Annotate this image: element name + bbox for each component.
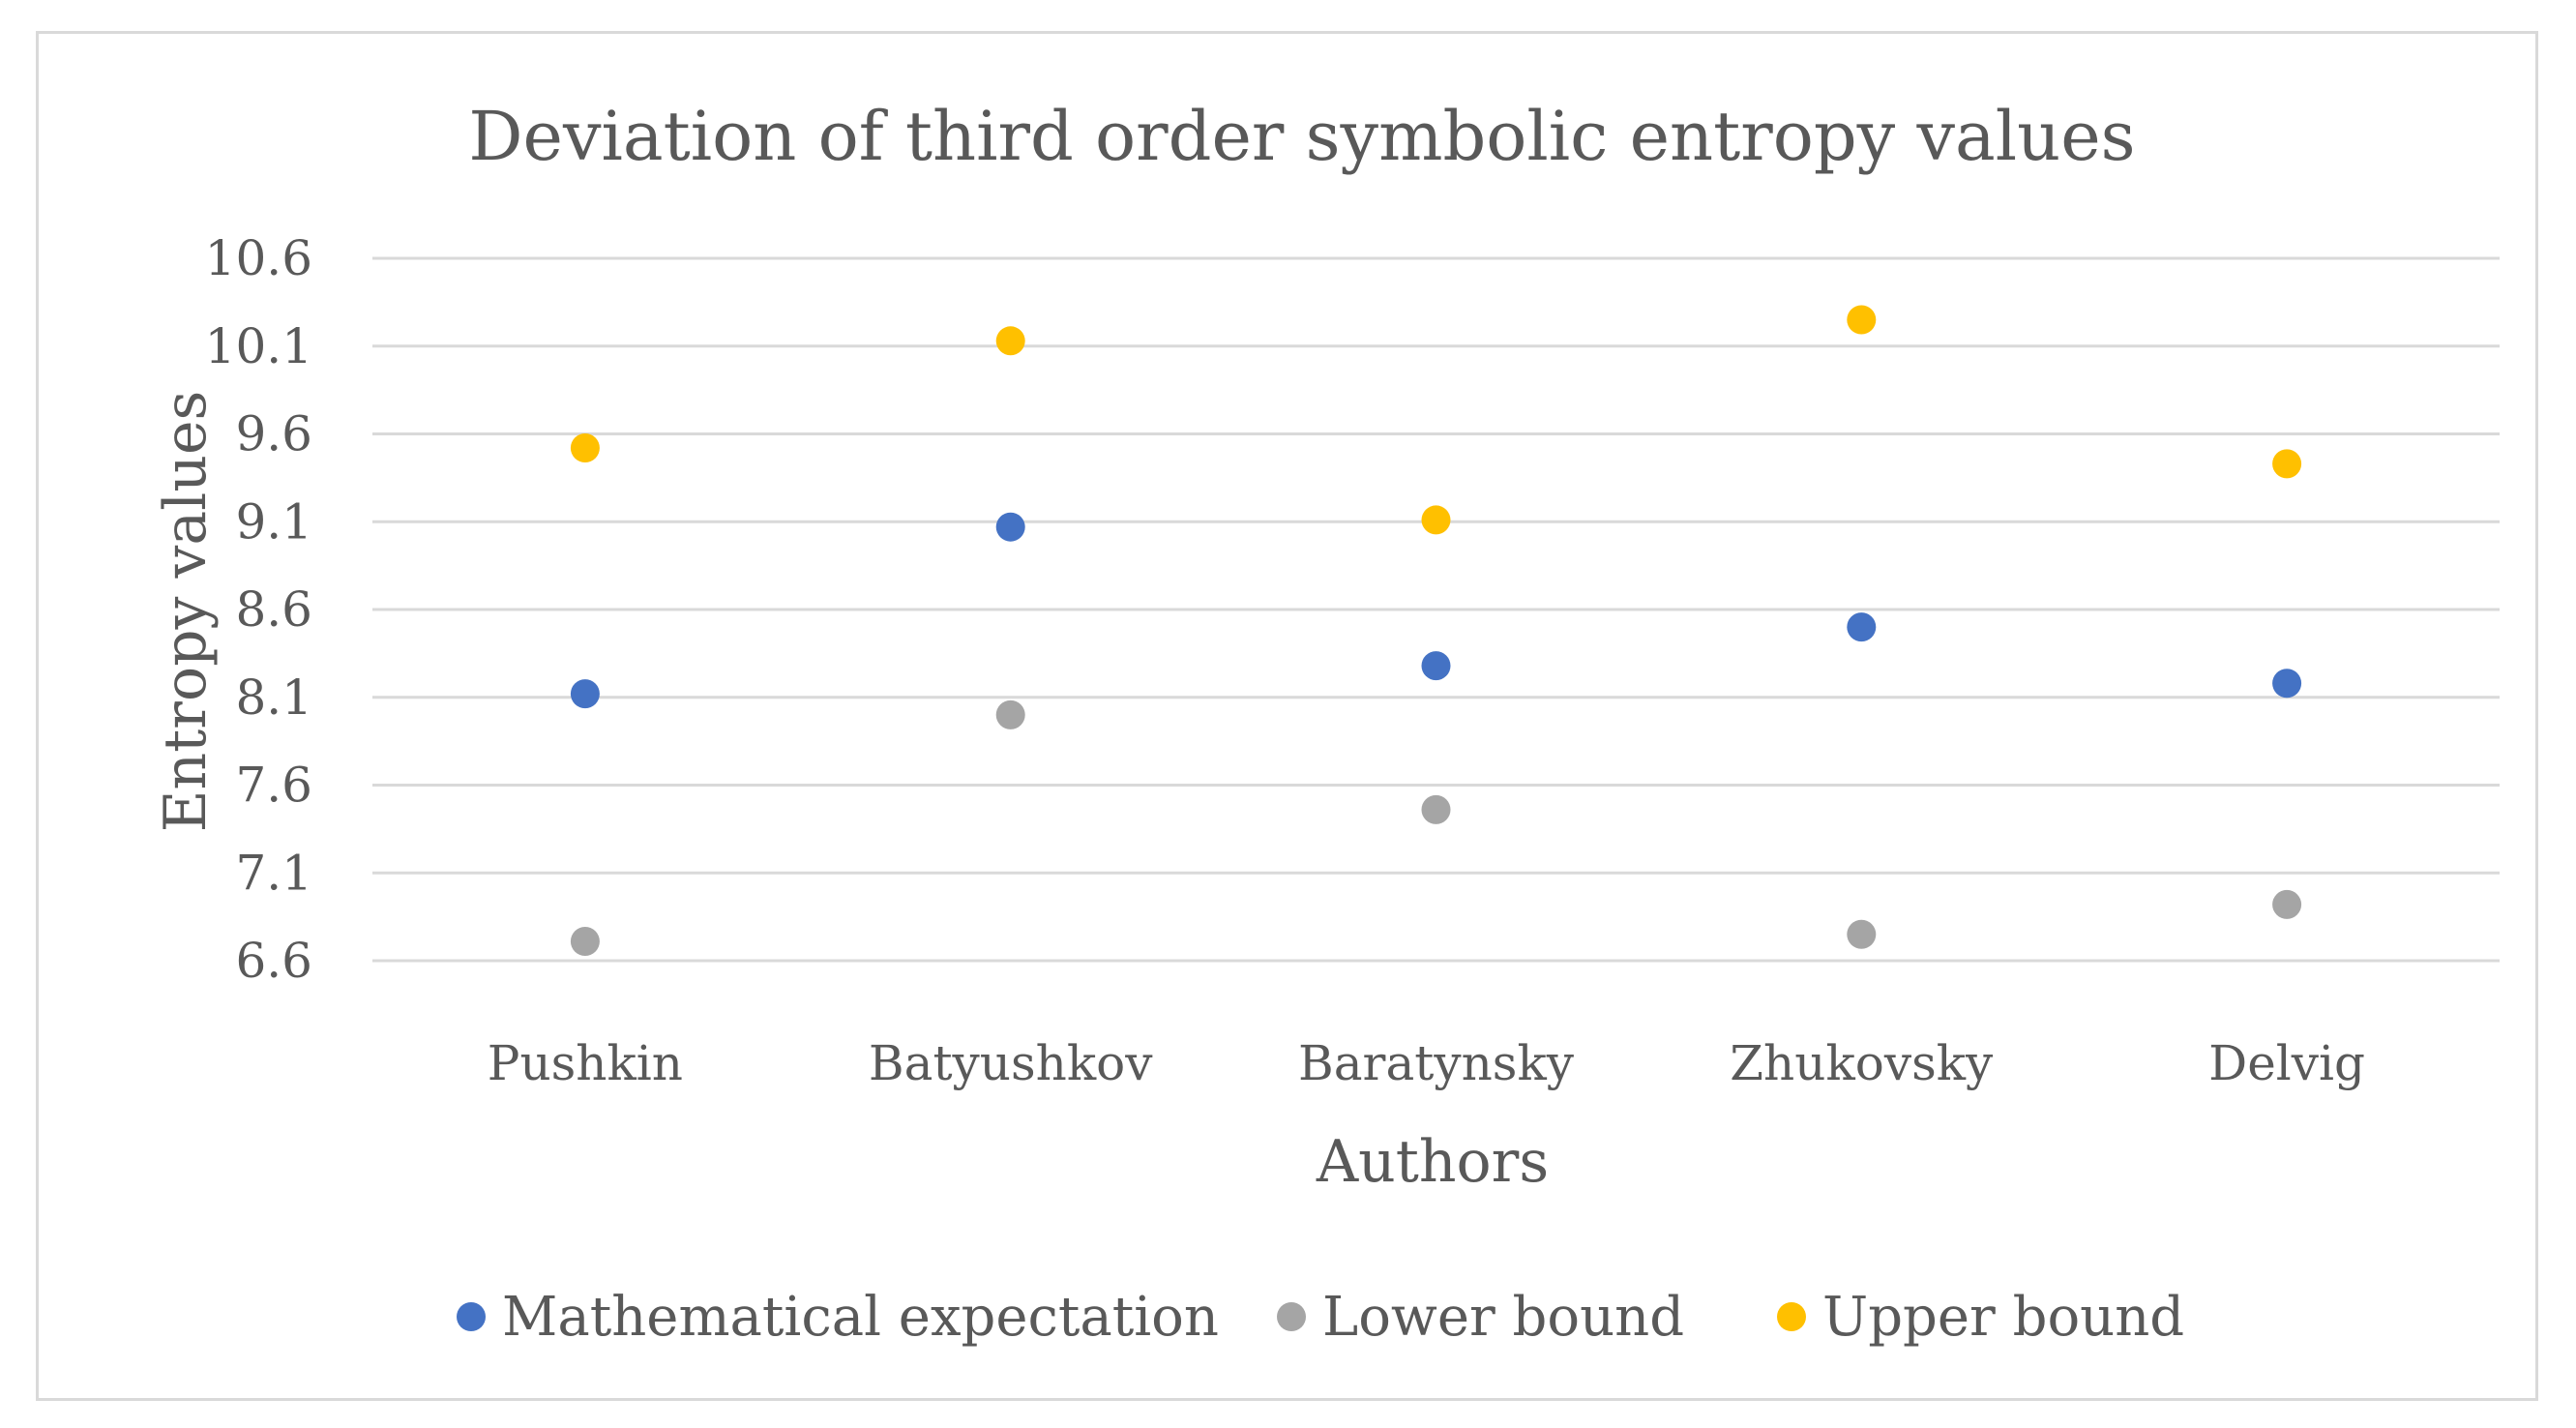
legend-label: Mathematical expectation: [502, 1286, 1219, 1349]
y-tick-label: 9.6: [235, 406, 312, 462]
x-axis-title: Authors: [1316, 1128, 1549, 1196]
data-points: [570, 305, 2302, 957]
data-point: [1847, 919, 1877, 949]
x-tick-label: Zhukovsky: [1730, 1035, 1994, 1091]
y-tick-label: 6.6: [235, 933, 312, 989]
data-point: [1421, 651, 1451, 681]
y-tick-label: 7.6: [235, 758, 312, 814]
data-point: [1847, 612, 1877, 642]
data-point: [995, 699, 1025, 729]
data-point: [995, 326, 1025, 356]
y-tick-label: 7.1: [235, 845, 312, 901]
data-point: [570, 927, 600, 957]
legend-marker: [1277, 1302, 1306, 1331]
y-tick-label: 9.1: [235, 493, 312, 550]
data-point: [570, 433, 600, 463]
data-point: [1421, 505, 1451, 535]
gridlines: [372, 256, 2500, 963]
data-point: [1421, 794, 1451, 824]
data-point: [570, 679, 600, 709]
legend-marker: [457, 1302, 486, 1331]
x-tick-label: Pushkin: [488, 1035, 683, 1091]
x-tick-label: Batyushkov: [869, 1035, 1153, 1091]
legend-marker: [1777, 1302, 1806, 1331]
scatter-chart: Deviation of third order symbolic entrop…: [152, 97, 2500, 1349]
x-axis-ticks: Pushkin Batyushkov Baratynsky Zhukovsky Delv…: [488, 1035, 2365, 1091]
data-point: [1847, 305, 1877, 335]
y-tick-label: 10.1: [205, 318, 312, 374]
legend-label: Lower bound: [1322, 1286, 1684, 1349]
y-tick-label: 10.6: [205, 230, 312, 286]
chart-title: Deviation of third order symbolic entrop…: [468, 97, 2135, 176]
y-tick-label: 8.1: [235, 669, 312, 726]
legend-label: Upper bound: [1822, 1286, 2184, 1349]
x-tick-label: Delvig: [2208, 1035, 2365, 1091]
data-point: [995, 512, 1025, 542]
y-axis-ticks: 10.6 10.1 9.6 9.1 8.6 8.1 7.6 7.1 6.6: [205, 230, 312, 989]
chart-frame: Deviation of third order symbolic entrop…: [36, 31, 2538, 1401]
y-tick-label: 8.6: [235, 581, 312, 638]
data-point: [2272, 889, 2302, 919]
data-point: [2272, 449, 2302, 479]
x-tick-label: Baratynsky: [1298, 1035, 1575, 1091]
data-point: [2272, 669, 2302, 699]
legend: Mathematical expectation Lower bound Upper…: [457, 1286, 2184, 1349]
y-axis-title: Entropy values: [152, 391, 220, 833]
